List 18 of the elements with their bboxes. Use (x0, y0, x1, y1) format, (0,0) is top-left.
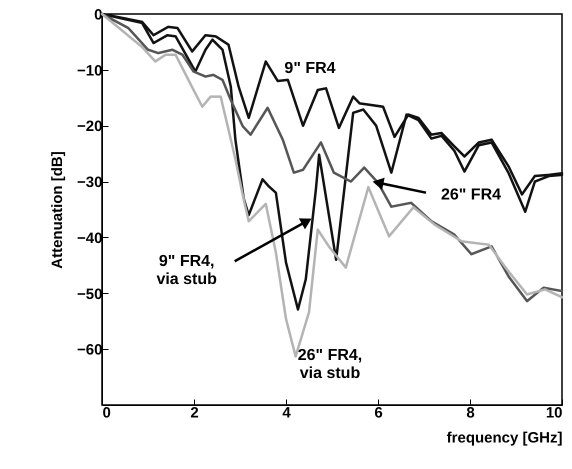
annotation: 26" FR4, via stub (298, 347, 362, 382)
annotation: 26" FR4 (440, 186, 502, 204)
y-axis-title: Attenuation [dB] (49, 151, 66, 269)
x-tick-label: 2 (190, 404, 199, 422)
x-tick-label: 4 (282, 404, 292, 422)
y-tick-label: −40 (77, 230, 102, 247)
annotation: 9" FR4, via stub (156, 253, 218, 288)
annotation: 9" FR4 (284, 60, 336, 77)
x-tick-label: 6 (374, 404, 383, 422)
y-tick-label: −20 (77, 118, 102, 136)
y-tick-label: 0 (94, 6, 102, 24)
x-tick-label: 8 (466, 404, 475, 422)
y-tick-label: −30 (77, 174, 102, 192)
x-axis-title: frequency [GHz] (446, 430, 562, 446)
x-tick-label: 10 (546, 404, 562, 422)
y-tick-label: −10 (77, 62, 102, 80)
y-tick-label: −60 (77, 342, 102, 359)
y-tick-label: −50 (77, 286, 102, 303)
